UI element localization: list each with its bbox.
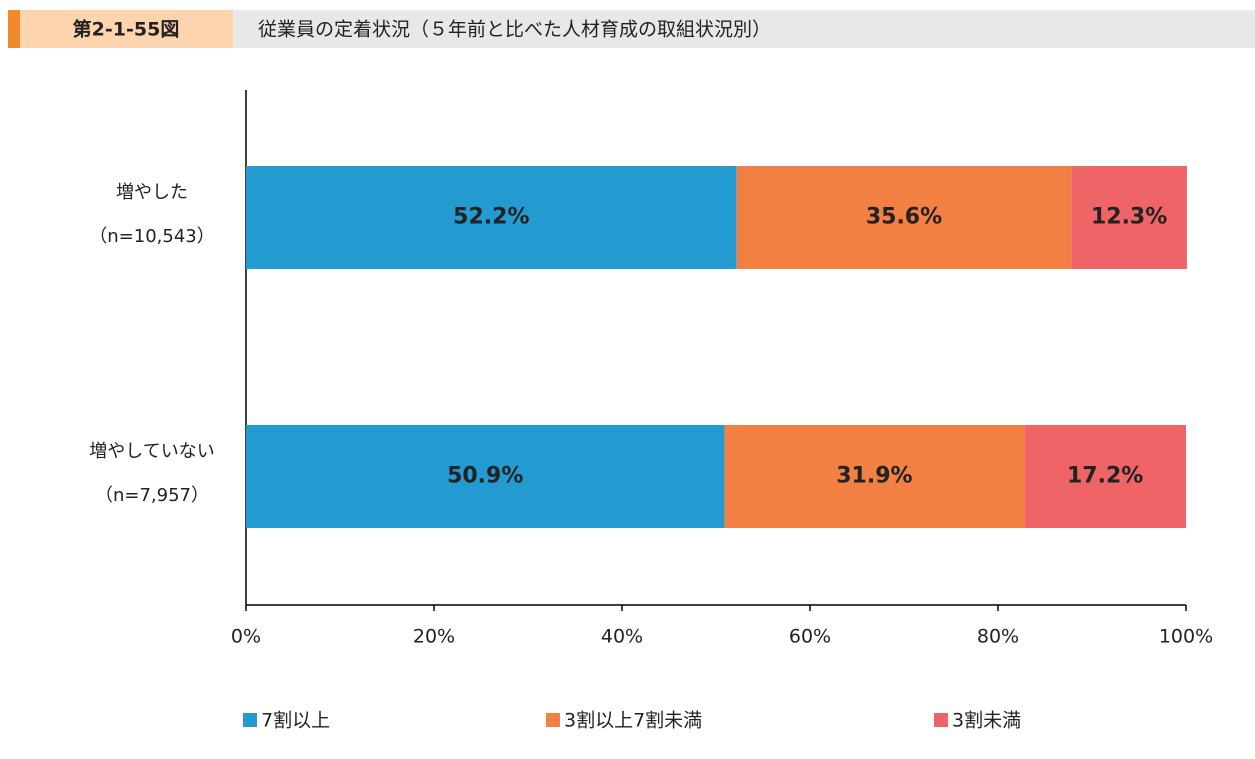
x-tick-label: 40% [601,626,643,648]
chart-title: 従業員の定着状況（５年前と比べた人材育成の取組状況別） [258,19,771,41]
bar-segment [1024,425,1186,528]
figure-number: 第2-1-55図 [73,18,180,41]
data-label: 52.2% [453,205,529,230]
legend-label: 7割以上 [261,710,330,732]
data-label: 31.9% [836,464,912,489]
legend-swatch [546,713,560,727]
legend-label: 3割以上7割未満 [564,710,702,732]
data-label: 50.9% [447,464,523,489]
bar-segment [246,425,725,528]
header-accent [8,10,20,48]
data-label: 12.3% [1091,205,1167,230]
y-tick-label: （n=7,957） [95,485,209,506]
y-tick-label: 増やしていない [89,441,214,462]
x-tick-label: 80% [977,626,1019,648]
y-tick-label: （n=10,543） [89,226,214,247]
legend-swatch [243,713,257,727]
x-tick-label: 100% [1159,626,1213,648]
data-label: 17.2% [1067,464,1143,489]
bar-segment [1071,166,1187,269]
bar-segment [724,425,1025,528]
x-tick-label: 0% [231,626,261,648]
bar-segment [246,166,737,269]
data-label: 35.6% [866,205,942,230]
legend-swatch [934,713,948,727]
x-tick-label: 20% [413,626,455,648]
x-tick-label: 60% [789,626,831,648]
y-tick-label: 増やした [116,182,188,203]
header-label-box [20,10,233,48]
legend-label: 3割未満 [952,710,1021,732]
bar-segment [736,166,1072,269]
